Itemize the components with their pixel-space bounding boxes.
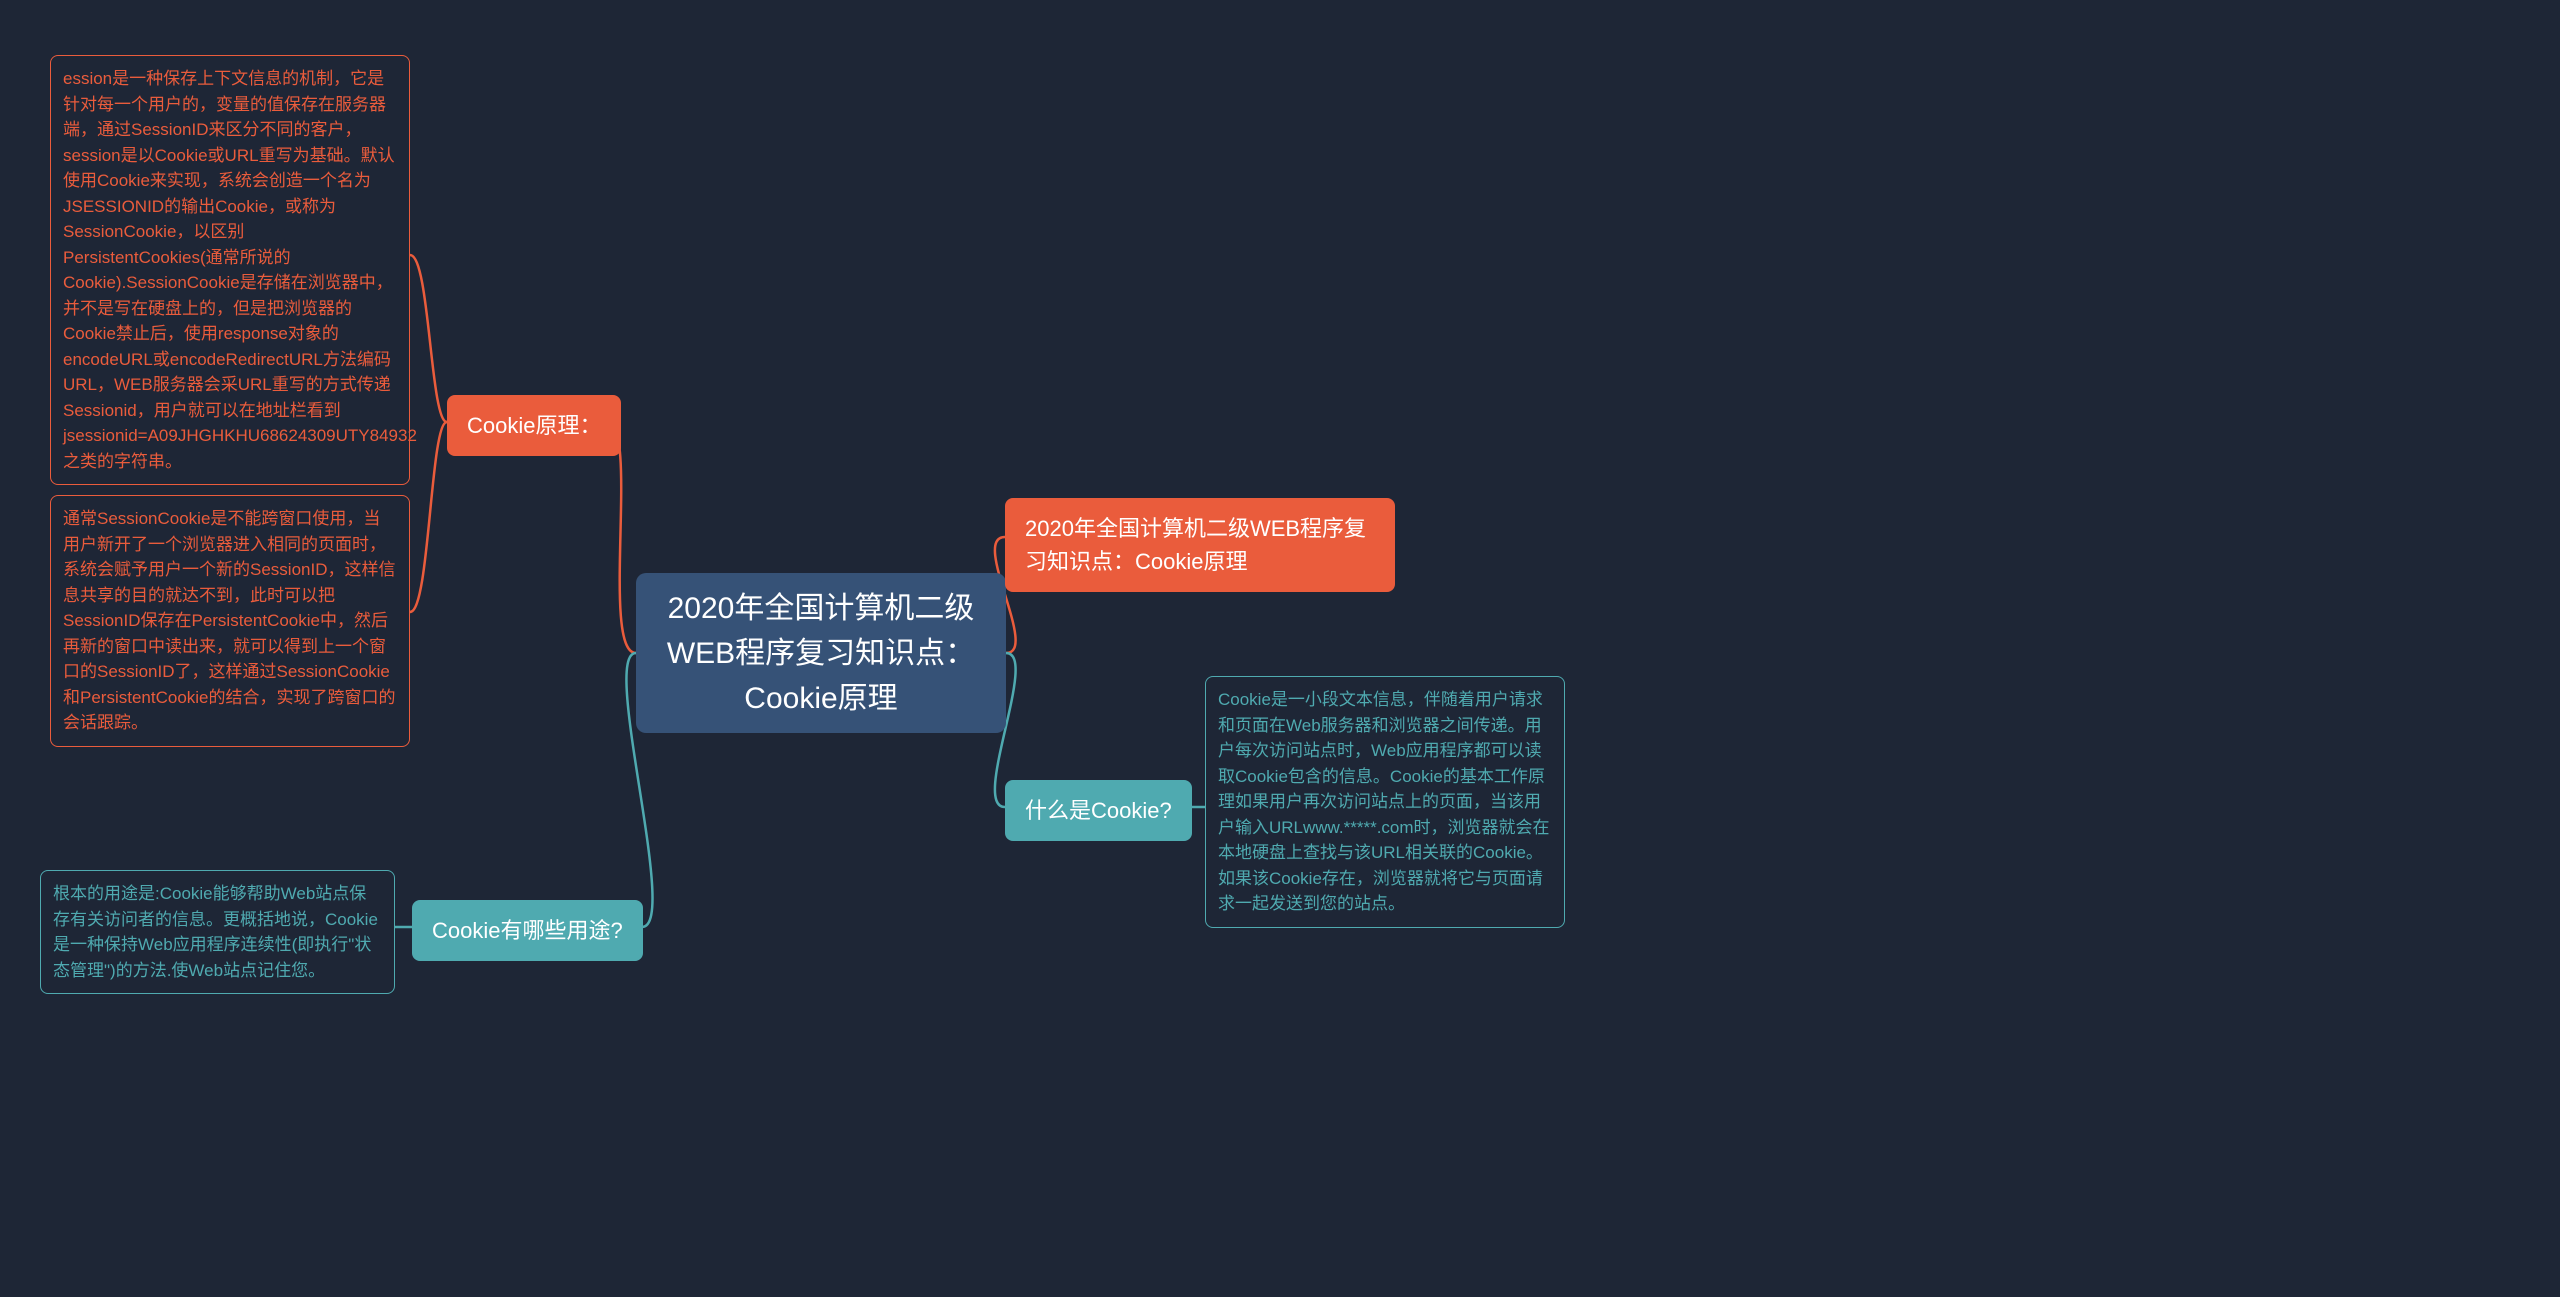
branch-label: Cookie有哪些用途? <box>432 918 623 943</box>
leaf-text: Cookie是一小段文本信息，伴随着用户请求和页面在Web服务器和浏览器之间传递… <box>1218 690 1550 913</box>
branch-cookie-usage[interactable]: Cookie有哪些用途? <box>412 900 643 961</box>
branch-cookie-principle[interactable]: Cookie原理： <box>447 395 621 456</box>
leaf-session-desc[interactable]: ession是一种保存上下文信息的机制，它是针对每一个用户的，变量的值保存在服务… <box>50 55 410 485</box>
leaf-text: 通常SessionCookie是不能跨窗口使用，当用户新开了一个浏览器进入相同的… <box>63 509 396 732</box>
leaf-what-is-desc[interactable]: Cookie是一小段文本信息，伴随着用户请求和页面在Web服务器和浏览器之间传递… <box>1205 676 1565 928</box>
branch-what-is-cookie[interactable]: 什么是Cookie? <box>1005 780 1192 841</box>
branch-label: 什么是Cookie? <box>1025 798 1172 823</box>
leaf-text: ession是一种保存上下文信息的机制，它是针对每一个用户的，变量的值保存在服务… <box>63 69 417 471</box>
branch-label: Cookie原理： <box>467 413 601 438</box>
branch-title-repeat[interactable]: 2020年全国计算机二级WEB程序复习知识点：Cookie原理 <box>1005 498 1395 592</box>
leaf-usage-desc[interactable]: 根本的用途是:Cookie能够帮助Web站点保存有关访问者的信息。更概括地说，C… <box>40 870 395 994</box>
leaf-session-cookie-cross[interactable]: 通常SessionCookie是不能跨窗口使用，当用户新开了一个浏览器进入相同的… <box>50 495 410 747</box>
center-label: 2020年全国计算机二级WEB程序复习知识点：Cookie原理 <box>667 586 975 721</box>
leaf-text: 根本的用途是:Cookie能够帮助Web站点保存有关访问者的信息。更概括地说，C… <box>53 884 378 980</box>
branch-label: 2020年全国计算机二级WEB程序复习知识点：Cookie原理 <box>1025 516 1366 574</box>
center-node[interactable]: 2020年全国计算机二级WEB程序复习知识点：Cookie原理 <box>636 573 1006 733</box>
